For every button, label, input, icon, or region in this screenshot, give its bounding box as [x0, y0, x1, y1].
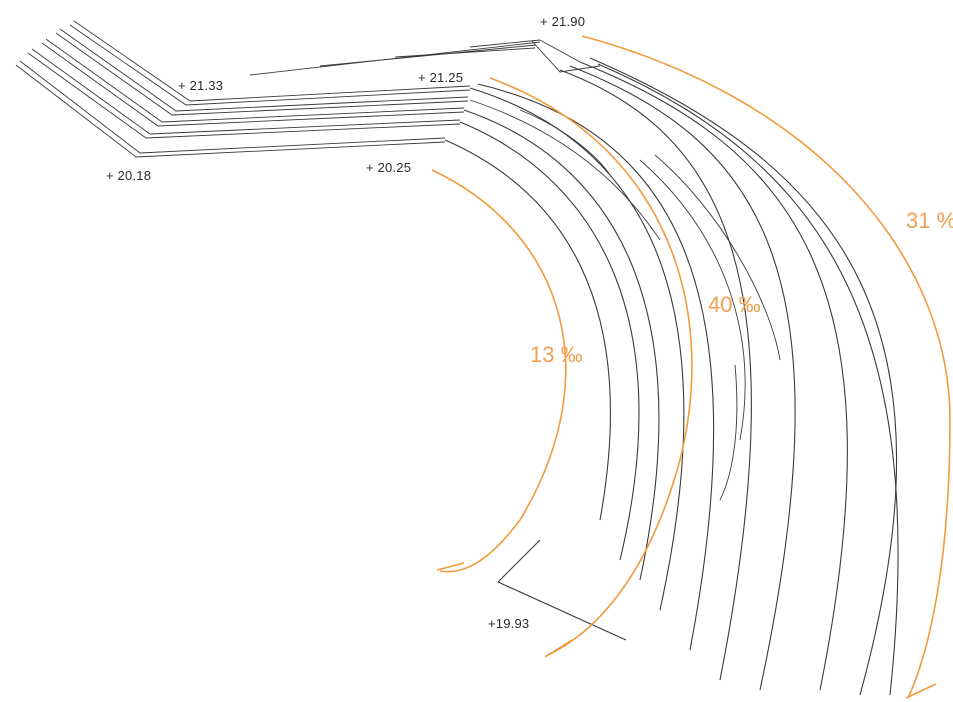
ramp-curve-8: [579, 61, 848, 691]
landing-line-2: [319, 44, 537, 67]
gradient-label-inner: 13 ‰: [530, 342, 583, 367]
inner-segment-3: [639, 159, 746, 441]
ramp-curve-10: [597, 63, 899, 696]
ramp-curve-1: [444, 139, 611, 521]
gradient-label-middle: 40 ‰: [708, 292, 761, 317]
ramp-curve-7: [569, 65, 796, 691]
landing-line-3: [394, 47, 536, 58]
arc-13-arrowhead: [436, 562, 465, 571]
elevation-label-bottom: +19.93: [488, 616, 529, 631]
arc-40-arrowhead: [544, 639, 573, 658]
ramp-curve-2: [459, 121, 640, 561]
top-landing-link-2: [539, 39, 581, 63]
ramp-curve-6: [559, 69, 752, 681]
ramp-curve-4: [469, 87, 685, 611]
arc-31-arrowhead: [905, 683, 937, 699]
inner-segment-1: [469, 99, 661, 241]
flight-1: [69, 20, 471, 106]
top-landing-link: [531, 40, 601, 73]
elevation-label-upper-left: + 21.33: [178, 78, 223, 93]
flight-4: [27, 48, 461, 139]
ramp-curve-3: [463, 109, 660, 581]
inner-segment-2: [519, 109, 611, 176]
flight-3: [41, 38, 465, 127]
arc-31: [581, 35, 951, 699]
ramp-curves: [444, 57, 899, 696]
gradient-label-outer: 31 %: [906, 208, 953, 233]
ramp-curve-5: [477, 83, 715, 651]
inner-segment-4: [719, 364, 738, 501]
ramp-curve-9: [589, 57, 898, 696]
stair-flights: [15, 20, 601, 158]
elevation-label-upper-mid: + 21.25: [418, 70, 463, 85]
arc-13: [431, 169, 567, 573]
elevation-label-lower-mid: + 20.25: [366, 160, 411, 175]
elevation-label-top: + 21.90: [540, 14, 585, 29]
gradient-arcs: [431, 35, 951, 699]
elevation-label-lower-left: + 20.18: [106, 168, 151, 183]
bottom-landing: [497, 581, 627, 641]
flight-5: [15, 60, 446, 158]
arc-40: [489, 77, 693, 656]
bottom-landing-left: [497, 539, 541, 583]
flight-2: [55, 28, 469, 116]
landing-line-4: [469, 39, 541, 48]
inner-segment-5: [654, 154, 781, 361]
